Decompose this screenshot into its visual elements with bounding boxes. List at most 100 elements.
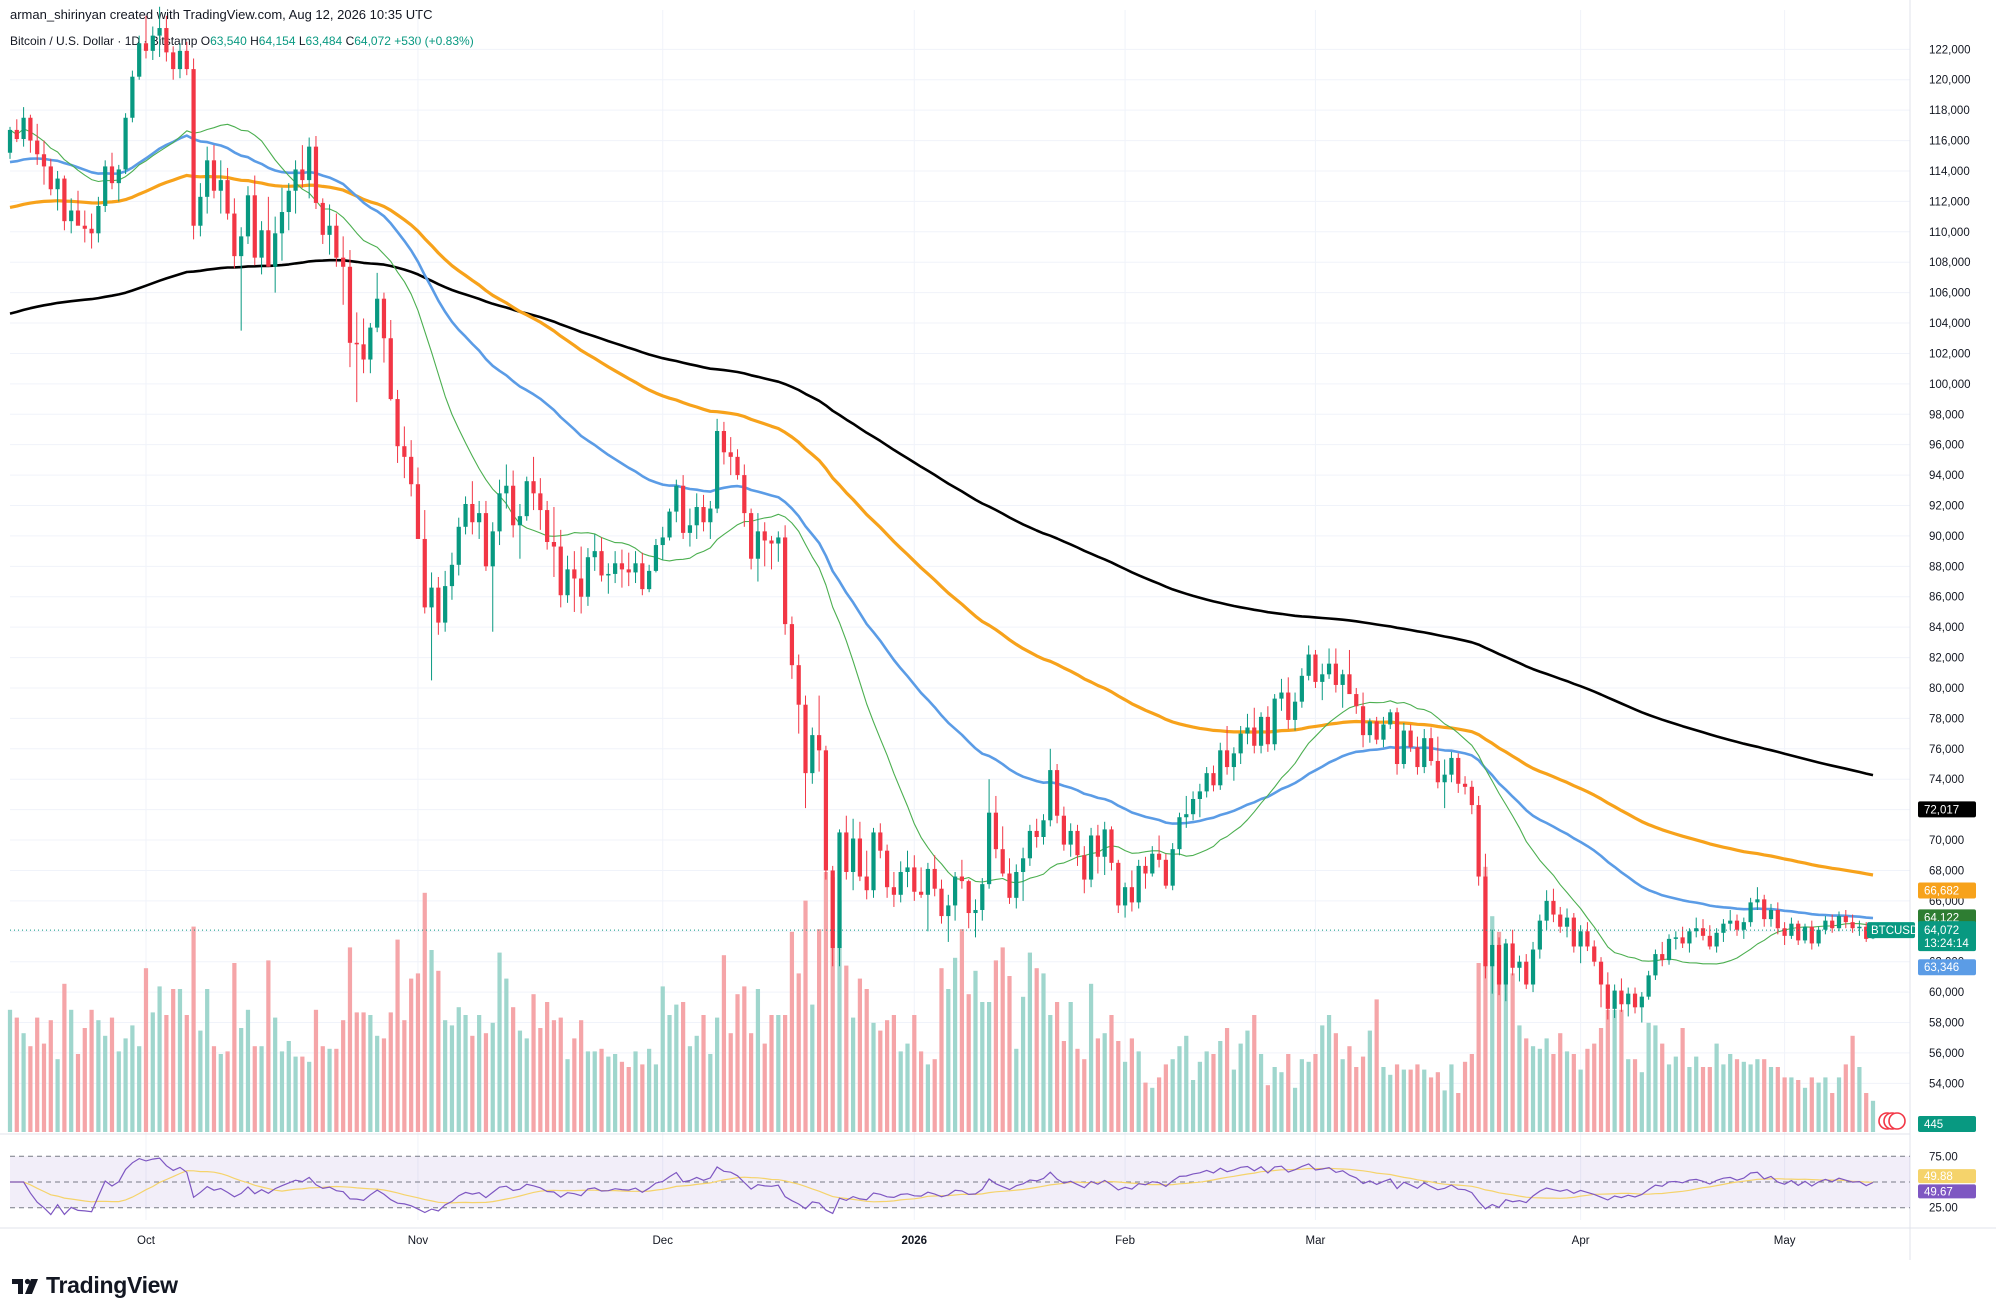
candle-down xyxy=(783,537,788,625)
volume-bar-down xyxy=(681,1002,686,1132)
candle-up xyxy=(613,563,618,574)
volume-bar-up xyxy=(980,1002,985,1132)
volume-bar-up xyxy=(810,1004,815,1132)
volume-bar-down xyxy=(912,1015,917,1132)
volume-bar-down xyxy=(341,1020,346,1132)
moving-averages xyxy=(9,123,1874,965)
candle-down xyxy=(796,665,801,705)
volume-bar-up xyxy=(952,957,958,1132)
candle-down xyxy=(749,513,754,559)
tradingview-brand[interactable]: TradingView xyxy=(12,1272,178,1299)
candle-down xyxy=(109,166,115,184)
volume-bar-up xyxy=(116,1051,121,1132)
y-tick-label: 102,000 xyxy=(1929,348,1971,360)
candle-up xyxy=(273,233,278,267)
candle-up xyxy=(952,876,958,906)
candle-up xyxy=(606,573,611,576)
volume-bar-down xyxy=(1762,1059,1767,1132)
candle-up xyxy=(69,210,74,222)
candle-down xyxy=(470,503,475,523)
candle-up xyxy=(660,537,665,546)
low-label: L xyxy=(298,34,306,48)
candle-down xyxy=(531,481,536,494)
candle-up xyxy=(1721,923,1726,933)
volume-bar-down xyxy=(1850,1035,1855,1132)
volume-tag: 445 xyxy=(1924,1119,1943,1131)
candle-up xyxy=(851,838,856,872)
candle-up xyxy=(1857,926,1862,929)
candlesticks xyxy=(7,6,1910,1023)
volume-bar-down xyxy=(334,1048,339,1132)
volume-bar-down xyxy=(939,968,944,1132)
volume-bar-down xyxy=(1496,931,1502,1132)
candle-down xyxy=(1252,727,1257,746)
volume-bar-up xyxy=(1422,1069,1427,1132)
volume-bar-down xyxy=(1000,947,1005,1132)
volume-bar-up xyxy=(463,1015,468,1132)
volume-bar-down xyxy=(14,1017,19,1132)
candle-down xyxy=(1660,954,1665,961)
volume-bar-up xyxy=(871,1022,876,1132)
candle-up xyxy=(1823,920,1828,930)
volume-bar-up xyxy=(1170,1059,1175,1132)
volume-bar-up xyxy=(150,1012,155,1132)
candle-down xyxy=(1456,757,1461,784)
volume-bar-down xyxy=(823,872,829,1132)
volume-bar-up xyxy=(1646,1022,1651,1132)
candle-down xyxy=(422,538,427,608)
candle-up xyxy=(1238,733,1243,754)
candle-down xyxy=(844,832,849,872)
candle-down xyxy=(313,146,319,203)
candle-down xyxy=(483,513,489,567)
candle-up xyxy=(1014,871,1019,898)
volume-bar-down xyxy=(422,892,427,1132)
volume-bar-up xyxy=(755,989,761,1132)
volume-bar-up xyxy=(694,1035,699,1132)
candle-up xyxy=(116,169,121,184)
candle-up xyxy=(1170,849,1175,886)
candle-down xyxy=(381,298,387,339)
volume-bar-down xyxy=(1143,1082,1148,1132)
volume-bar-down xyxy=(1428,1077,1434,1132)
volume-bar-up xyxy=(1340,1059,1345,1132)
volume-bar-up xyxy=(1258,1054,1264,1132)
volume-tag-bg xyxy=(1918,1116,1976,1132)
candle-up xyxy=(898,871,903,895)
candle-up xyxy=(123,117,128,170)
rsi-tag: 49.67 xyxy=(1924,1186,1953,1198)
candle-down xyxy=(551,542,557,547)
y-tick-label: 122,000 xyxy=(1929,44,1971,56)
time-axis[interactable]: OctNovDec2026FebMarAprMayJunJulAug xyxy=(137,1235,1996,1247)
volume-bar-down xyxy=(1830,1093,1835,1132)
volume-bar-up xyxy=(259,1046,264,1132)
y-tick-label: 88,000 xyxy=(1929,561,1964,573)
volume-bar-down xyxy=(48,1020,53,1132)
volume-bar-down xyxy=(232,963,237,1132)
volume-bar-up xyxy=(1666,1064,1672,1132)
candle-up xyxy=(1639,996,1644,1008)
volume-bar-up xyxy=(667,1015,672,1132)
volume-bar-up xyxy=(1381,1067,1386,1132)
candle-down xyxy=(1354,694,1359,707)
candle-down xyxy=(341,257,346,267)
volume-bar-up xyxy=(327,1048,332,1132)
volume-bar-up xyxy=(279,1051,285,1132)
volume-bar-down xyxy=(735,994,740,1132)
volume-bar-up xyxy=(1870,1100,1876,1132)
candle-up xyxy=(218,180,223,191)
y-tick-label: 92,000 xyxy=(1929,501,1964,513)
volume-bar-up xyxy=(905,1043,910,1132)
x-tick-label: May xyxy=(1774,1235,1796,1247)
volume-bar-up xyxy=(1578,1069,1583,1132)
volume-bar-up xyxy=(687,1046,693,1132)
y-tick-label: 54,000 xyxy=(1929,1078,1964,1090)
candle-up xyxy=(55,178,60,190)
rsi-level-label: 25.00 xyxy=(1929,1203,1958,1215)
y-tick-label: 70,000 xyxy=(1929,835,1964,847)
candle-up xyxy=(463,503,468,527)
volume-bar-down xyxy=(1394,1064,1400,1132)
candle-down xyxy=(830,870,835,949)
volume-bar-down xyxy=(1456,1093,1461,1132)
candle-down xyxy=(1843,916,1848,923)
